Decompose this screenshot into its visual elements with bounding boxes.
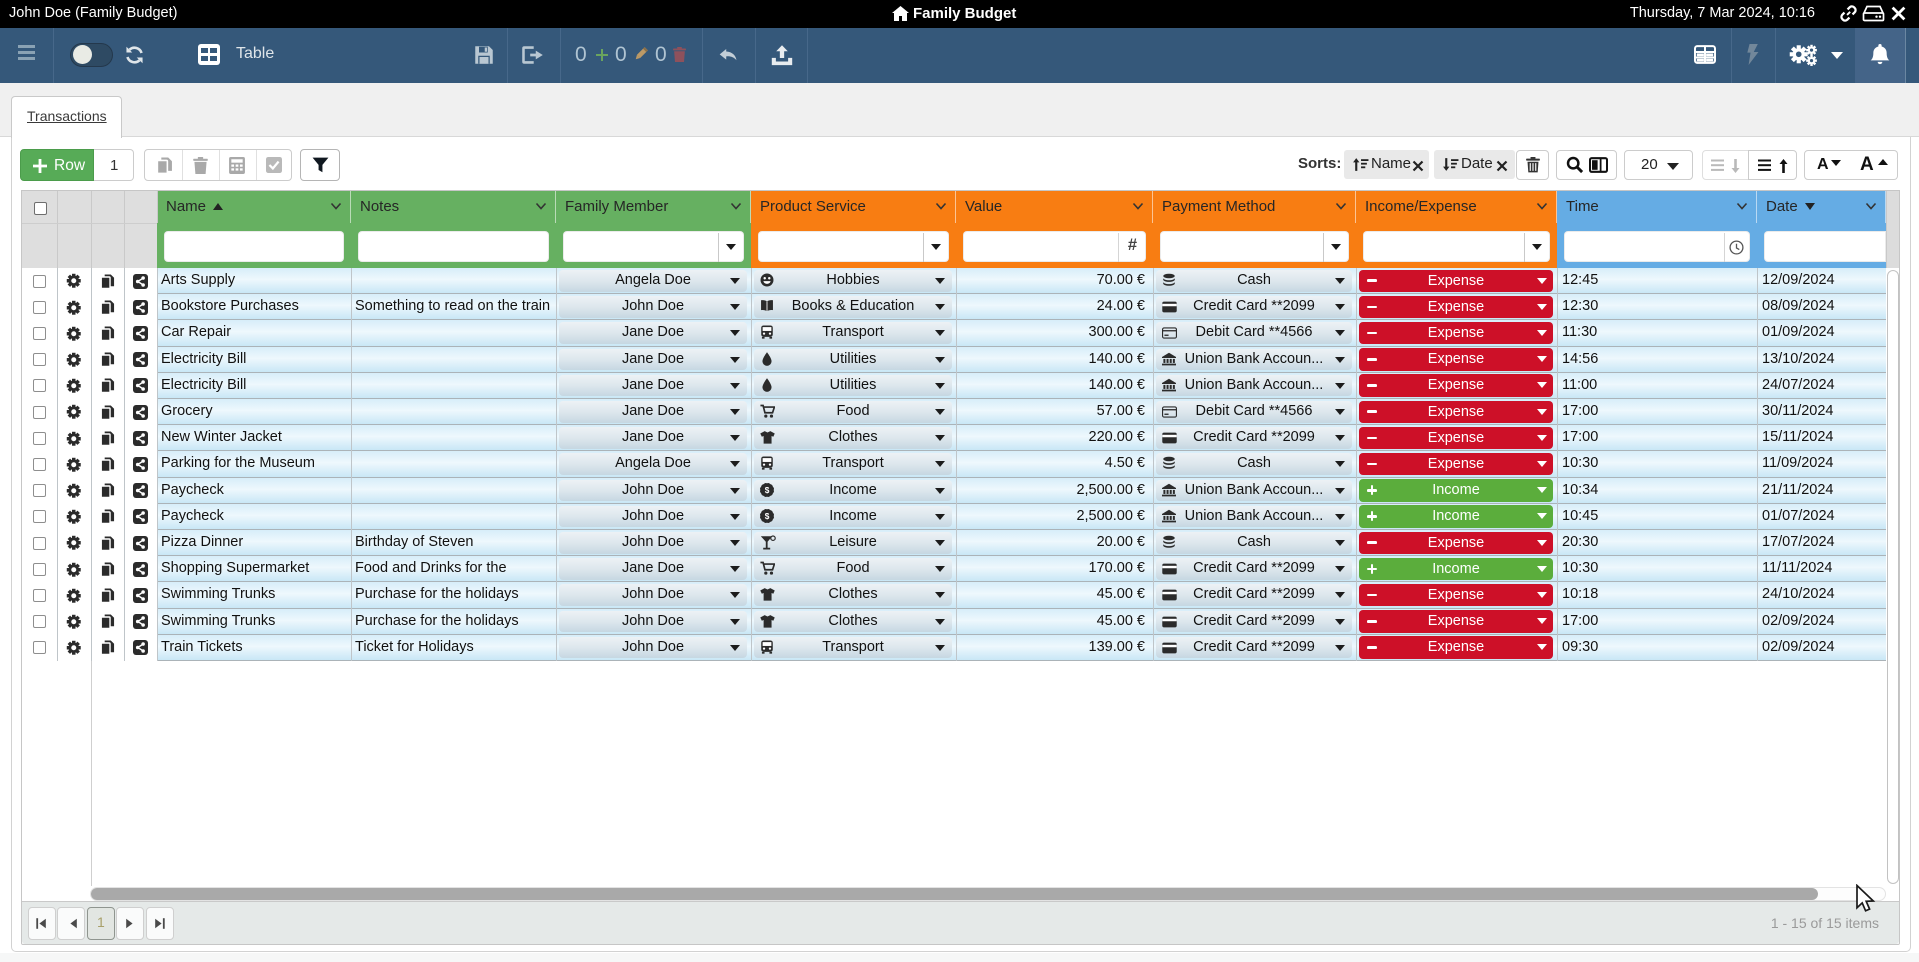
svg-text:$: $ — [765, 511, 770, 521]
svg-text:$: $ — [765, 485, 770, 495]
